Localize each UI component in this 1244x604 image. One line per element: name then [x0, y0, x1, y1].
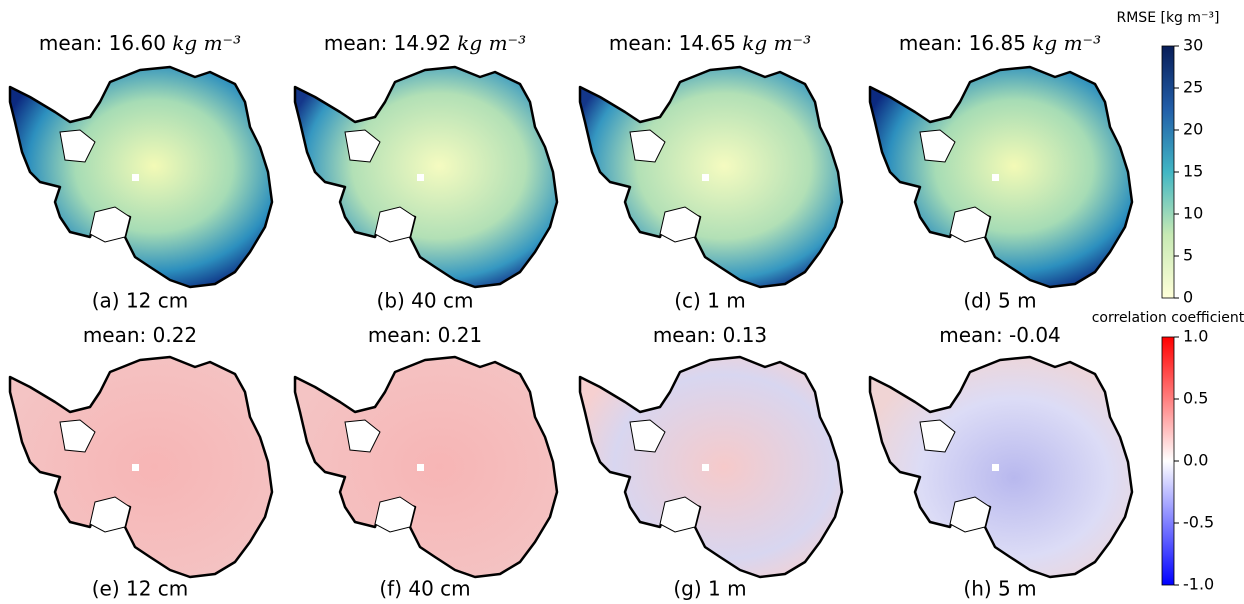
- mean-value: mean: 0.22: [83, 323, 197, 347]
- mean-value: mean: -0.04: [939, 323, 1061, 347]
- mean-value: mean: 16.60: [39, 31, 166, 55]
- panel-caption: (g) 1 m: [673, 577, 746, 601]
- panel-caption: (h) 5 m: [963, 577, 1036, 601]
- tick-label: 1.0: [1183, 327, 1208, 346]
- panel-title: mean: 16.60 kg m⁻³: [39, 31, 241, 55]
- rmse-colorbar: RMSE [kg m⁻³] 0 5 10 15 20 25 30: [1117, 10, 1220, 307]
- map: [8, 65, 274, 289]
- tick-label: 10: [1183, 204, 1203, 223]
- panel-title: mean: 16.85 kg m⁻³: [899, 31, 1101, 55]
- unit: kg m⁻³: [172, 31, 241, 55]
- mean-value: mean: 0.13: [653, 323, 767, 347]
- colorbar-label: correlation coefficient: [1092, 310, 1244, 326]
- panel-caption: (b) 40 cm: [377, 289, 474, 313]
- tick-label: 0.5: [1183, 389, 1208, 408]
- map: [868, 355, 1134, 579]
- map: [8, 355, 274, 579]
- mean-value: mean: 0.21: [368, 323, 482, 347]
- tick-label: 25: [1183, 78, 1203, 97]
- panel-caption: (e) 12 cm: [92, 577, 189, 601]
- map: [293, 65, 559, 289]
- unit: kg m⁻³: [742, 31, 811, 55]
- panel-title: mean: 0.22: [83, 323, 197, 347]
- tick-label: -1.0: [1183, 575, 1214, 594]
- mean-value: mean: 16.85: [899, 31, 1026, 55]
- map: [293, 355, 559, 579]
- tick-label: 0.0: [1183, 451, 1208, 470]
- map: [578, 355, 844, 579]
- tick-label: 5: [1183, 246, 1193, 265]
- panel-caption: (a) 12 cm: [92, 289, 189, 313]
- tick-label: -0.5: [1183, 513, 1214, 532]
- panel-caption: (c) 1 m: [674, 289, 746, 313]
- panel-title: mean: 14.92 kg m⁻³: [324, 31, 526, 55]
- tick-label: 20: [1183, 120, 1203, 139]
- colorbar: [1161, 336, 1175, 586]
- tick-label: 15: [1183, 162, 1203, 181]
- panel-title: mean: 0.13: [653, 323, 767, 347]
- correlation-colorbar: correlation coefficient -1.0 -0.5 0.0 0.5 1.0: [1092, 310, 1244, 594]
- mean-value: mean: 14.65: [609, 31, 736, 55]
- panel-title: mean: 14.65 kg m⁻³: [609, 31, 811, 55]
- panel-title: mean: 0.21: [368, 323, 482, 347]
- unit: kg m⁻³: [457, 31, 526, 55]
- map: [868, 65, 1134, 289]
- mean-value: mean: 14.92: [324, 31, 451, 55]
- tick-label: 30: [1183, 36, 1203, 55]
- panel-caption: (f) 40 cm: [379, 577, 470, 601]
- panel-caption: (d) 5 m: [963, 289, 1036, 313]
- unit: kg m⁻³: [1032, 31, 1101, 55]
- map: [578, 65, 844, 289]
- tick-label: 0: [1183, 288, 1193, 307]
- panel-title: mean: -0.04: [939, 323, 1061, 347]
- colorbar-label: RMSE [kg m⁻³]: [1117, 10, 1220, 26]
- colorbar: [1161, 45, 1175, 299]
